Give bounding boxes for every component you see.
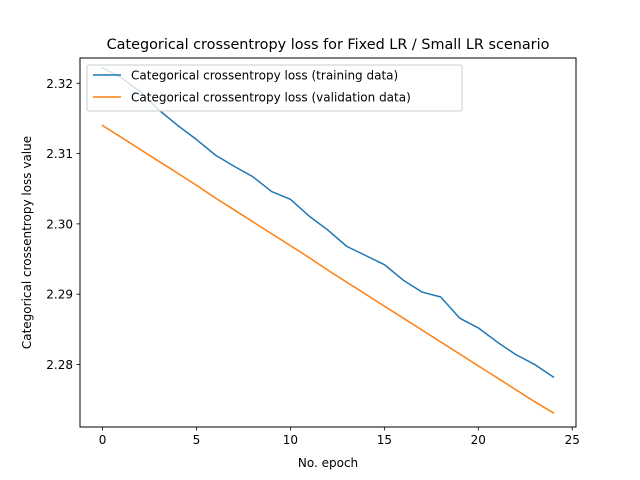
series-line-training <box>101 66 555 379</box>
legend-box <box>86 64 463 112</box>
legend: Categorical crossentropy loss (training … <box>86 64 463 112</box>
x-tick-label: 0 <box>99 433 107 447</box>
y-axis: 2.28 2.29 2.30 2.31 2.32 <box>46 77 80 372</box>
x-tick-label: 5 <box>193 433 201 447</box>
plot-frame <box>79 57 577 428</box>
x-axis: 0 5 10 15 20 25 <box>99 427 580 447</box>
plot-lines <box>101 66 555 414</box>
chart-title: Categorical crossentropy loss for Fixed … <box>107 37 550 53</box>
y-tick-label: 2.30 <box>46 217 73 231</box>
series-line-validation <box>101 124 555 414</box>
y-tick-label: 2.28 <box>46 358 73 372</box>
legend-label-validation: Categorical crossentropy loss (validatio… <box>131 91 411 105</box>
x-axis-label: No. epoch <box>298 456 358 470</box>
legend-label-training: Categorical crossentropy loss (training … <box>131 69 398 83</box>
y-tick-label: 2.29 <box>46 288 73 302</box>
x-tick-label: 20 <box>471 433 486 447</box>
x-tick-label: 15 <box>377 433 392 447</box>
y-tick-label: 2.31 <box>46 147 73 161</box>
y-axis-label: Categorical crossentropy loss value <box>20 136 34 349</box>
x-tick-label: 25 <box>565 433 580 447</box>
y-tick-label: 2.32 <box>46 77 73 91</box>
x-tick-label: 10 <box>283 433 298 447</box>
